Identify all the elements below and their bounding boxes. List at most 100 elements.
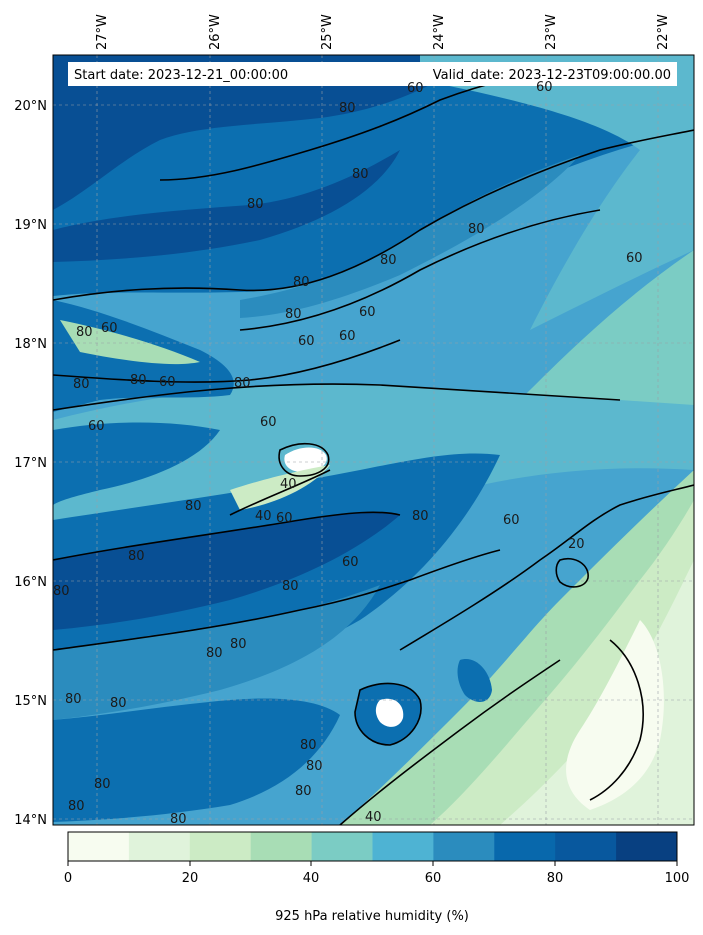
contour-label: 80 (185, 499, 202, 514)
contour-label: 80 (285, 307, 302, 322)
contour-se-20 (555, 558, 589, 588)
contour-label: 80 (170, 812, 187, 827)
colorbar-tick-label: 100 (665, 871, 690, 886)
field-missing-2 (284, 447, 327, 472)
field-west-green-sliver (60, 320, 200, 365)
lon-labels: 27°W 26°W 25°W 24°W 23°W 22°W (95, 14, 671, 50)
contour-label: 80 (282, 579, 299, 594)
field-ne-light (420, 55, 694, 330)
map-frame (52, 54, 695, 826)
contour-label: 80 (68, 799, 85, 814)
colorbar-tick-label: 80 (547, 871, 564, 886)
contour-label: 80 (234, 376, 251, 391)
field-cell-2 (457, 659, 492, 702)
contour-label: 60 (101, 321, 118, 336)
contour-label: 60 (359, 305, 376, 320)
field-sw-bottom (53, 698, 340, 822)
contour-west-80 (53, 339, 401, 383)
contour-label: 80 (339, 101, 356, 116)
contour-label: 60 (536, 80, 553, 95)
contour-label: 60 (260, 415, 277, 430)
contour-label: 60 (159, 375, 176, 390)
contour-label: 80 (128, 549, 145, 564)
colorbar-cell (372, 832, 434, 861)
colorbar-cell (68, 832, 130, 861)
lat-label-16n: 16°N (14, 575, 47, 590)
field-missing-1 (375, 698, 404, 727)
field-north-streak (53, 150, 400, 262)
valid-date-text: Valid_date: 2023-12-23T09:00:00.00 (433, 68, 671, 83)
contour-label: 80 (468, 222, 485, 237)
contour-green-40 (229, 469, 331, 516)
contour-label: 60 (342, 555, 359, 570)
contour-label: 80 (295, 784, 312, 799)
colorbar-cell (189, 832, 252, 861)
contour-label: 80 (300, 738, 317, 753)
contour-se-40 (589, 639, 644, 801)
colorbar-ticks (67, 861, 678, 866)
field-east-green (520, 250, 694, 420)
colorbar-tick-label: 40 (303, 871, 320, 886)
header-bar (68, 62, 677, 86)
contour-label: 80 (206, 646, 223, 661)
colorbar-cell (128, 832, 191, 861)
contour-label: 80 (76, 325, 93, 340)
contour-sw-80 (53, 511, 401, 561)
colorbar: 0 20 40 60 80 100 925 hPa relative humid… (64, 831, 690, 924)
start-date-text: Start date: 2023-12-21_00:00:00 (74, 68, 288, 83)
contour-label: 40 (255, 509, 272, 524)
contour-label: 60 (88, 419, 105, 434)
colorbar-tick-label: 60 (425, 871, 442, 886)
lon-label-22w: 22°W (656, 14, 671, 50)
contour-label: 60 (298, 334, 315, 349)
colorbar-cell (494, 832, 556, 861)
contour-label: 80 (130, 373, 147, 388)
contour-north-60 (53, 129, 694, 301)
colorbar-tick-label: 20 (182, 871, 199, 886)
contour-label: 60 (503, 513, 520, 528)
graticule (53, 55, 694, 825)
contour-label: 40 (280, 477, 297, 492)
contour-island-1 (278, 442, 330, 477)
humidity-field (53, 55, 694, 825)
contour-label: 80 (352, 167, 369, 182)
contour-label: 60 (626, 251, 643, 266)
contour-east-60 (399, 484, 694, 651)
lat-label-18n: 18°N (14, 337, 47, 352)
field-sw-band (53, 585, 380, 720)
contour-label: 80 (73, 377, 90, 392)
lat-label-19n: 19°N (14, 218, 47, 233)
field-se-driest (566, 620, 664, 810)
colorbar-cell (311, 832, 373, 861)
colorbar-cell (250, 832, 313, 861)
contour-label: 80 (412, 509, 429, 524)
contour-label: 80 (110, 696, 127, 711)
colorbar-tick-label: 0 (64, 871, 72, 886)
colorbar-cells (68, 832, 678, 861)
lat-label-20n: 20°N (14, 99, 47, 114)
contour-mid-60 (239, 209, 601, 331)
lat-label-14n: 14°N (14, 813, 47, 828)
field-west-block-2 (53, 422, 220, 505)
colorbar-cell (433, 832, 495, 861)
contour-corridor-60 (53, 383, 621, 411)
lat-label-17n: 17°N (14, 456, 47, 471)
contour-label: 80 (380, 253, 397, 268)
field-sw-darkest (53, 512, 400, 630)
contour-label: 80 (94, 777, 111, 792)
lat-labels: 20°N 19°N 18°N 17°N 16°N 15°N 14°N (14, 99, 47, 828)
contour-label: 60 (407, 81, 424, 96)
contour-label: 80 (306, 759, 323, 774)
colorbar-cell (555, 832, 617, 861)
contour-label: 80 (230, 637, 247, 652)
contour-label: 80 (293, 275, 310, 290)
contour-label: 60 (276, 511, 293, 526)
contour-labels: 60 60 80 80 80 80 80 80 60 60 60 60 80 6… (53, 80, 643, 827)
lon-label-23w: 23°W (544, 14, 559, 50)
colorbar-frame (67, 831, 678, 862)
contour-island-2 (354, 682, 422, 746)
contour-label: 80 (53, 584, 70, 599)
lat-label-15n: 15°N (14, 694, 47, 709)
lon-label-27w: 27°W (95, 14, 110, 50)
